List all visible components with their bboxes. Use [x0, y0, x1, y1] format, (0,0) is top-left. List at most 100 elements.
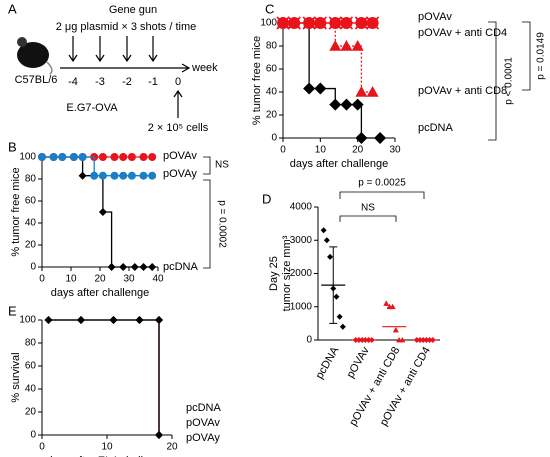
arrows [60, 36, 191, 118]
panel-letter: C [265, 1, 274, 16]
marker [58, 153, 67, 161]
annotation: NS [361, 203, 375, 214]
marker [127, 171, 136, 180]
y-tick-label: 0 [30, 430, 36, 441]
panel-letter: A [8, 1, 17, 16]
marker [148, 153, 157, 161]
marker [110, 153, 119, 161]
series-label: pOVAv [418, 11, 452, 23]
marker [77, 316, 85, 324]
marker [44, 316, 53, 324]
marker [351, 40, 364, 51]
error-bar [329, 246, 338, 324]
panel-letter: D [262, 191, 271, 206]
marker [339, 16, 354, 30]
y-tick-label: 60 [266, 64, 278, 75]
marker [155, 316, 163, 324]
survival-line [48, 319, 160, 435]
y-tick-label: 80 [25, 338, 37, 349]
y-axis-label: tumor size mm³ [281, 235, 293, 311]
dose: 2 μg plasmid × 3 shots / time [56, 21, 197, 33]
marker [69, 153, 78, 161]
week-label: 0 [175, 76, 181, 88]
marker [130, 263, 139, 271]
series-label: pOVAy [186, 432, 220, 444]
x-axis-label: days after EL4 challenge [46, 455, 167, 457]
y-tick-label: 100 [19, 315, 36, 326]
marker [98, 171, 107, 180]
annotation: NS [215, 160, 229, 171]
x-tick-label: 30 [123, 274, 135, 285]
marker [392, 327, 399, 333]
marker [320, 227, 327, 234]
bracket [339, 191, 425, 199]
y-tick-label: 0 [306, 335, 312, 346]
series-label: pcDNA [163, 261, 199, 273]
marker [355, 86, 368, 97]
mouse-strain: C57BL/6 [15, 74, 58, 86]
x-tick-label: 20 [352, 145, 364, 156]
y-tick-label: 4000 [290, 202, 313, 213]
week-label: -4 [68, 76, 78, 88]
marker [399, 337, 406, 343]
marker [119, 153, 128, 161]
unit: week [191, 62, 218, 74]
marker [127, 153, 136, 161]
y-axis-label: % tumor free mice [251, 36, 263, 125]
y-tick-label: 3000 [290, 235, 313, 246]
marker [148, 171, 157, 180]
y-axis-label: % tumor free mice [10, 167, 22, 256]
week-label: -1 [148, 76, 158, 88]
y-tick-label: 80 [25, 174, 37, 185]
mouse-ear [17, 37, 27, 47]
marker [98, 153, 107, 161]
panel-a: A Gene gun 2 μg plasmid × 3 shots / time… [8, 1, 218, 133]
marker [389, 303, 396, 310]
bracket [203, 179, 211, 269]
x-tick-label: 10 [101, 442, 113, 453]
y-tick-label: 20 [25, 407, 37, 418]
marker [107, 263, 116, 271]
y-tick-label: 40 [25, 218, 37, 229]
annotation: p = 0.0002 [216, 200, 227, 248]
marker [333, 293, 340, 300]
marker [109, 316, 118, 324]
series-label: pOVAv [186, 417, 220, 429]
marker [351, 98, 364, 111]
marker [287, 16, 301, 30]
arrow [68, 36, 78, 63]
marker [90, 171, 99, 180]
y-tick-label: 0 [30, 262, 36, 273]
marker [139, 263, 148, 271]
x-tick-label: 0 [39, 442, 45, 453]
marker [98, 208, 107, 216]
y-tick-label: 100 [19, 152, 36, 163]
timeline-axis [60, 63, 191, 73]
y-tick-label: 40 [266, 87, 278, 98]
mouse-body [17, 42, 49, 68]
marker [78, 153, 87, 161]
x-tick-label: 0 [39, 274, 45, 285]
marker [328, 16, 342, 30]
marker [78, 171, 87, 180]
marker [323, 237, 330, 244]
series-label: pOVAv + anti CD4 [418, 27, 507, 39]
marker [303, 82, 316, 95]
marker [355, 132, 368, 144]
y-tick-label: 60 [25, 361, 37, 372]
y-axis-label: % survival [10, 352, 22, 402]
marker [139, 171, 148, 180]
series-label: pcDNA [418, 122, 454, 134]
bracket [488, 21, 497, 141]
marker [302, 16, 316, 30]
tumor-line: E.G7-OVA [66, 102, 118, 114]
y-tick-label: 2000 [290, 268, 313, 279]
y-tick-label: 1000 [290, 301, 313, 312]
marker [314, 82, 327, 95]
marker [336, 313, 343, 320]
marker [313, 16, 327, 30]
arrow [148, 36, 158, 63]
marker [340, 98, 353, 111]
